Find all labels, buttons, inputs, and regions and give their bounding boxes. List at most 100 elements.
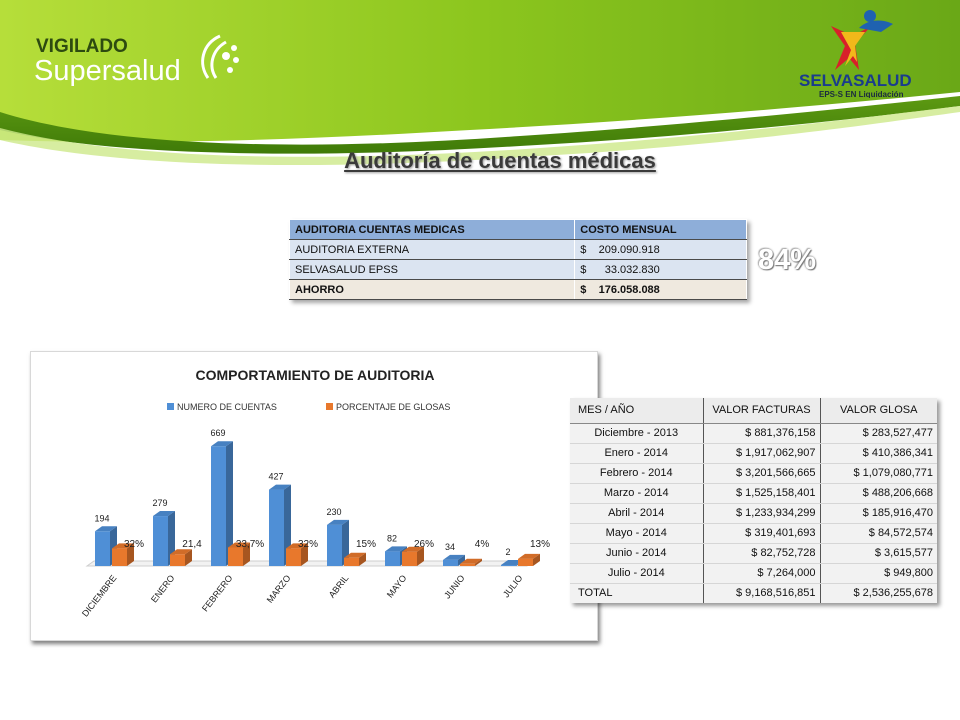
invoice-cell-glosa: $ 1,079,080,771	[820, 463, 937, 484]
data-label-glosas: 15%	[356, 539, 376, 550]
bar-porcentaje-glosas	[228, 542, 250, 566]
invoice-cell-month: Marzo - 2014	[570, 483, 704, 504]
data-label-cuentas: 82	[387, 533, 397, 543]
chart-bars	[95, 441, 540, 566]
logo-right-name: SELVASALUD	[799, 71, 912, 90]
data-label-cuentas: 2	[505, 547, 510, 557]
table-row: Diciembre - 2013 $ 881,376,158 $ 283,527,4…	[570, 423, 937, 444]
data-label-cuentas: 230	[326, 507, 341, 517]
category-label: MARZO	[265, 573, 293, 605]
legend-label: PORCENTAJE DE GLOSAS	[336, 402, 450, 412]
invoice-table-total-row: TOTAL $ 9,168,516,851 $ 2,536,255,678	[570, 583, 937, 603]
bar-numero-cuentas-top	[327, 519, 349, 525]
savings-percent: 84%	[758, 244, 817, 276]
bar-porcentaje-glosas	[112, 543, 134, 566]
bar-porcentaje-glosas-front	[228, 547, 243, 566]
bar-porcentaje-glosas-front	[402, 551, 417, 566]
invoice-cell-invoices: $ 3,201,566,665	[703, 463, 821, 484]
invoice-cell-invoices: $ 7,264,000	[703, 563, 821, 584]
category-label: FEBRERO	[200, 573, 235, 613]
legend-swatch	[326, 403, 333, 410]
bar-porcentaje-glosas-front	[344, 557, 359, 566]
table-row: AUDITORIA EXTERNA $ 209.090.918	[288, 239, 747, 260]
bar-porcentaje-glosas-side	[475, 558, 482, 566]
category-label: JUNIO	[442, 573, 467, 600]
data-label-glosas: 32%	[298, 539, 318, 550]
selvasalud-logo: SELVASALUD EPS-S EN Liquidación	[799, 10, 912, 98]
invoice-cell-invoices: $ 1,233,934,299	[703, 503, 821, 524]
bar-numero-cuentas-top	[95, 526, 117, 532]
table-row: Julio - 2014 $ 7,264,000 $ 949,800	[570, 563, 937, 584]
bar-numero-cuentas	[269, 484, 291, 566]
chart-title: COMPORTAMIENTO DE AUDITORIA	[195, 367, 434, 383]
audit-chart-svg: COMPORTAMIENTO DE AUDITORIA NUMERO DE CU…	[80, 367, 550, 619]
invoice-table: MES / AÑO VALOR FACTURAS VALOR GLOSA Dic…	[570, 398, 937, 603]
bar-numero-cuentas-side	[284, 484, 291, 566]
logo-right-tagline: EPS-S EN Liquidación	[819, 90, 904, 98]
category-label: JULIO	[501, 573, 525, 599]
legend-swatch	[167, 403, 174, 410]
invoice-cell-glosa: $ 949,800	[820, 563, 937, 584]
bar-numero-cuentas-front	[95, 531, 110, 566]
category-label: DICIEMBRE	[80, 573, 119, 619]
data-label-glosas: 4%	[475, 539, 490, 550]
data-label-glosas: 21,4	[182, 539, 202, 550]
bar-numero-cuentas-side	[458, 554, 465, 566]
cost-table: AUDITORIA CUENTAS MEDICAS COSTO MENSUAL …	[288, 219, 747, 300]
bar-porcentaje-glosas-side	[185, 549, 192, 566]
page-title: Auditoría de cuentas médicas	[344, 148, 656, 173]
bar-numero-cuentas-top	[269, 484, 291, 490]
bar-porcentaje-glosas-front	[286, 548, 301, 566]
data-label-glosas: 32%	[124, 539, 144, 550]
cost-row-value: $ 209.090.918	[574, 239, 747, 260]
category-label: ENERO	[149, 573, 177, 604]
cost-row-value: $ 33.032.830	[574, 259, 747, 280]
supersalud-logo: VIGILADO Supersalud	[34, 34, 239, 87]
cost-row-label: SELVASALUD EPSS	[288, 259, 576, 280]
cost-total-label: AHORRO	[288, 279, 576, 300]
invoice-cell-month: Junio - 2014	[570, 543, 704, 564]
cost-table-total-row: AHORRO $ 176.058.088	[288, 279, 747, 300]
bar-numero-cuentas-front	[153, 516, 168, 566]
bar-porcentaje-glosas-side	[127, 543, 134, 566]
bar-porcentaje-glosas-front	[460, 563, 475, 566]
invoice-total-invoices: $ 9,168,516,851	[703, 583, 821, 603]
invoice-cell-glosa: $ 410,386,341	[820, 443, 937, 464]
invoice-total-label: TOTAL	[570, 583, 704, 603]
bar-porcentaje-glosas-side	[359, 552, 366, 566]
bar-numero-cuentas-front	[385, 551, 400, 566]
cost-table-header-concept: AUDITORIA CUENTAS MEDICAS	[288, 219, 576, 240]
table-row: Enero - 2014 $ 1,917,062,907 $ 410,386,341	[570, 443, 937, 464]
bar-porcentaje-glosas-top	[112, 543, 134, 549]
bar-porcentaje-glosas-front	[112, 548, 127, 566]
bar-numero-cuentas-top	[501, 560, 523, 565]
invoice-cell-month: Abril - 2014	[570, 503, 704, 524]
bar-porcentaje-glosas-side	[533, 553, 540, 566]
cost-total-value: $ 176.058.088	[574, 279, 747, 300]
invoice-cell-invoices: $ 82,752,728	[703, 543, 821, 564]
bar-porcentaje-glosas-top	[344, 552, 366, 558]
invoice-cell-invoices: $ 1,525,158,401	[703, 483, 821, 504]
header-banner	[0, 0, 960, 166]
invoice-cell-month: Diciembre - 2013	[570, 423, 704, 444]
invoice-cell-month: Febrero - 2014	[570, 463, 704, 484]
table-row: Junio - 2014 $ 82,752,728 $ 3,615,577	[570, 543, 937, 564]
invoice-cell-invoices: $ 319,401,693	[703, 523, 821, 544]
invoice-header-invoices: VALOR FACTURAS	[703, 398, 821, 424]
data-label-glosas: 26%	[414, 539, 434, 550]
invoice-header-month: MES / AÑO	[570, 398, 704, 424]
data-label-cuentas: 194	[94, 513, 109, 523]
invoice-table-body: MES / AÑO VALOR FACTURAS VALOR GLOSA Dic…	[570, 398, 937, 603]
table-row: Abril - 2014 $ 1,233,934,299 $ 185,916,470	[570, 503, 937, 524]
bar-numero-cuentas	[327, 519, 349, 566]
cost-row-label: AUDITORIA EXTERNA	[288, 239, 576, 260]
invoice-table-header-row: MES / AÑO VALOR FACTURAS VALOR GLOSA	[570, 398, 937, 424]
bar-numero-cuentas-front	[327, 524, 342, 566]
table-row: Marzo - 2014 $ 1,525,158,401 $ 488,206,668	[570, 483, 937, 504]
bar-porcentaje-glosas	[286, 543, 308, 566]
data-label-cuentas: 34	[445, 542, 455, 552]
bar-numero-cuentas-top	[385, 546, 407, 552]
invoice-header-glosa: VALOR GLOSA	[820, 398, 937, 424]
audit-chart: COMPORTAMIENTO DE AUDITORIA NUMERO DE CU…	[30, 351, 598, 641]
invoice-cell-month: Julio - 2014	[570, 563, 704, 584]
